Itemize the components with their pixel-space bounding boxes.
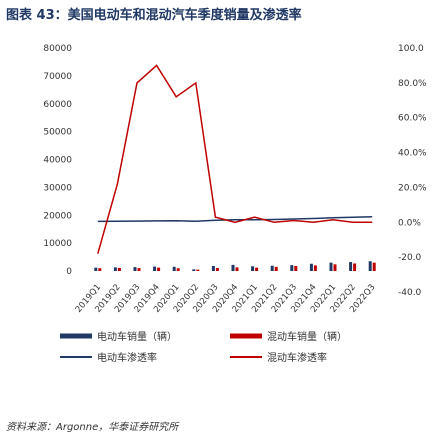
y-right-tick-label: 40.0%: [398, 149, 427, 159]
bar-hybrid-sales: [176, 268, 180, 271]
bar-hybrid-sales: [313, 265, 317, 271]
legend: 电动车销量（辆） 混动车销量（辆） 电动车渗透率 混动车渗透率: [60, 330, 347, 364]
line-ev-rate: [97, 215, 373, 223]
bar-hybrid-sales: [333, 264, 337, 271]
bar-hybrid-sales: [372, 262, 376, 271]
y-left-tick-label: 80000: [43, 44, 72, 54]
bar-ev-sales: [349, 262, 353, 271]
bar-ev-sales: [368, 261, 372, 271]
x-axis-ticks: 2019Q12019Q22019Q32019Q42020Q12020Q22020…: [74, 283, 378, 315]
bar-hybrid-sales: [255, 267, 259, 271]
y-right-tick-label: -20.0: [398, 253, 422, 263]
y-left-tick-label: 0: [66, 267, 72, 277]
bar-hybrid-sales: [98, 268, 102, 271]
y-right-tick-label: 0.0%: [398, 218, 421, 228]
legend-label-hybrid-sales: 混动车销量（辆）: [267, 330, 347, 343]
y-right-tick-label: 20.0%: [398, 183, 427, 193]
y-left-tick-label: 20000: [43, 211, 72, 221]
bar-hybrid-sales: [117, 267, 121, 271]
bar-hybrid-sales: [294, 265, 298, 271]
legend-label-ev-rate: 电动车渗透率: [97, 351, 157, 364]
y-left-tick-label: 10000: [43, 239, 72, 249]
bar-ev-sales: [113, 267, 117, 271]
bar-ev-sales: [94, 267, 98, 271]
legend-label-ev-sales: 电动车销量（辆）: [97, 330, 177, 343]
legend-label-hybrid-rate: 混动车渗透率: [267, 351, 327, 364]
bar-hybrid-sales: [235, 267, 239, 271]
bar-hybrid-sales: [353, 263, 357, 271]
y-left-tick-label: 50000: [43, 128, 72, 138]
bar-ev-sales: [251, 266, 255, 271]
y-axis-right: -40.0 -20.0 0.0% 20.0% 40.0% 60.0% 80.0% 100.0: [398, 44, 427, 298]
bar-ev-sales: [172, 266, 176, 271]
bar-hybrid-sales: [215, 267, 219, 271]
bar-hybrid-sales: [274, 266, 278, 271]
bar-hybrid-sales: [196, 269, 200, 271]
y-left-tick-label: 30000: [43, 183, 72, 193]
y-right-tick-label: -40.0: [398, 288, 422, 298]
bar-hybrid-sales: [157, 267, 161, 271]
y-right-tick-label: 60.0%: [398, 114, 427, 124]
chart-title: 图表 43：美国电动车和混动汽车季度销量及渗透率: [6, 8, 302, 23]
bar-ev-sales: [192, 269, 196, 271]
line-layer: [97, 64, 373, 254]
bar-ev-sales: [309, 263, 313, 271]
y-left-tick-label: 40000: [43, 156, 72, 166]
bar-ev-sales: [270, 265, 274, 271]
bar-ev-sales: [329, 262, 333, 271]
bar-ev-sales: [153, 266, 157, 271]
source-note: 资料来源：Argonne，华泰证券研究所: [6, 422, 179, 433]
y-right-tick-label: 80.0%: [398, 79, 427, 89]
y-left-tick-label: 60000: [43, 100, 72, 110]
bar-hybrid-sales: [137, 268, 141, 271]
y-left-tick-label: 70000: [43, 72, 72, 82]
bar-layer: [94, 261, 376, 271]
y-right-tick-label: 100.0: [398, 44, 424, 54]
y-axis-left: 0 10000 20000 30000 40000 50000 60000 70000 8000…: [43, 44, 72, 277]
bar-ev-sales: [231, 264, 235, 271]
line-hybrid-rate: [97, 64, 373, 254]
bar-ev-sales: [133, 267, 137, 271]
bar-ev-sales: [211, 265, 215, 271]
bar-ev-sales: [290, 265, 294, 271]
